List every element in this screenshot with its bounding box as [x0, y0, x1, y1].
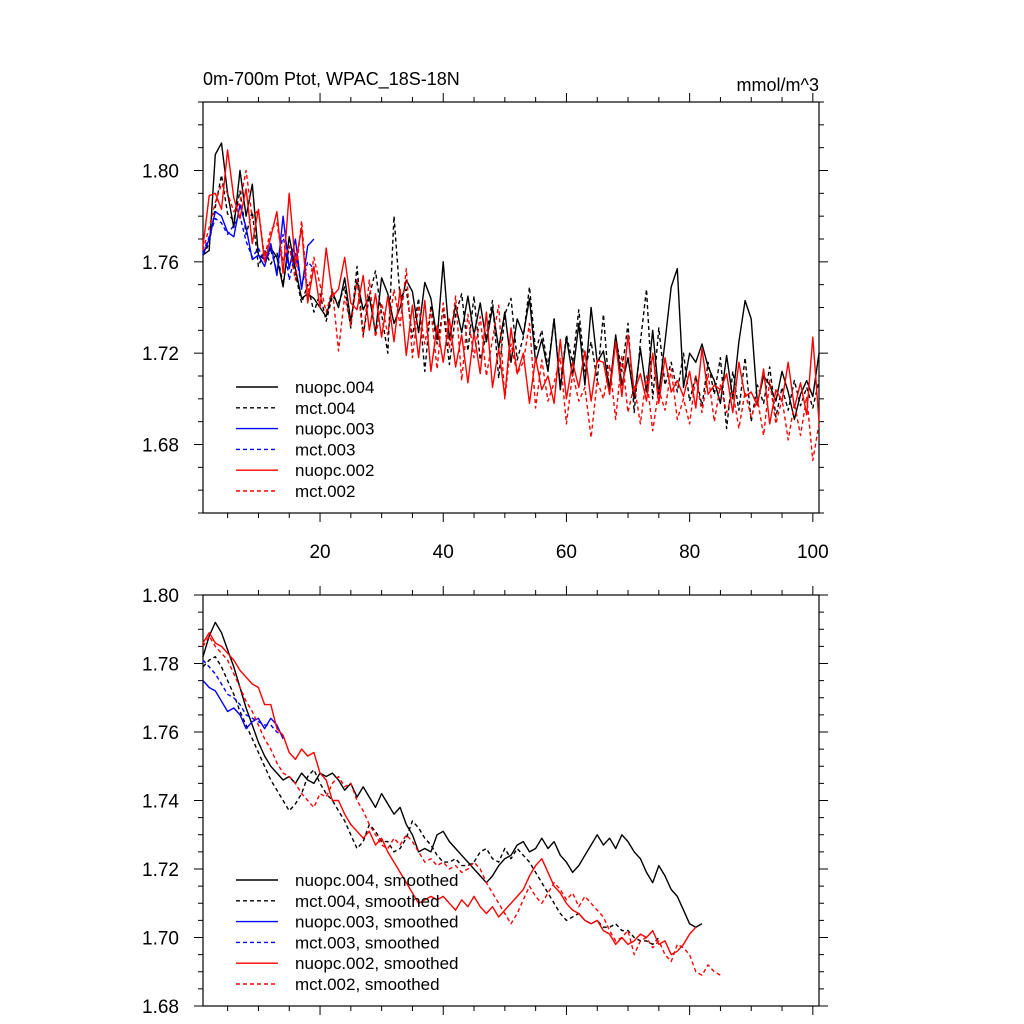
- bottom-y-tick-label: 1.74: [142, 792, 179, 813]
- bottom-panel: 1.68 1.70 1.72 1.74 1.76 1.78 1.80 nuopc.004, s…: [142, 586, 828, 1018]
- top-y-tick-label: 1.76: [142, 253, 179, 274]
- top-series-mct-004: [202, 174, 820, 430]
- top-legend-label-mct-002: mct.002: [295, 482, 355, 501]
- top-x-tick-label: 80: [679, 542, 700, 563]
- top-legend-label-nuopc-003: nuopc.003: [295, 420, 374, 439]
- top-y-tick-label: 1.72: [142, 344, 179, 365]
- bottom-y-tick-label: 1.70: [142, 929, 179, 950]
- bottom-series-nuopc-003-smoothed: [202, 680, 284, 740]
- top-x-tick-label: 40: [433, 542, 454, 563]
- units-label: mmol/m^3: [737, 75, 819, 95]
- bottom-legend-label-mct-004-smoothed: mct.004, smoothed: [295, 892, 440, 911]
- bottom-series-mct-003-smoothed: [202, 659, 284, 737]
- top-legend-label-mct-003: mct.003: [295, 440, 355, 459]
- top-panel: 20 40 60 80 100 1.68 1.72 1.76 1.80 nuopc.004 mct.…: [142, 93, 829, 563]
- top-x-tick-label: 20: [309, 542, 330, 563]
- bottom-legend-label-nuopc-004-smoothed: nuopc.004, smoothed: [295, 871, 459, 890]
- bottom-y-tick-label: 1.76: [142, 723, 179, 744]
- top-series-mct-002: [202, 169, 820, 462]
- bottom-y-tick-label: 1.80: [142, 586, 179, 607]
- bottom-legend-label-mct-003-smoothed: mct.003, smoothed: [295, 933, 440, 952]
- chart-title: 0m-700m Ptot, WPAC_18S-18N: [203, 69, 460, 90]
- top-y-tick-label: 1.80: [142, 162, 179, 183]
- top-series-nuopc-003: [202, 204, 315, 290]
- bottom-y-tick-label: 1.78: [142, 655, 179, 676]
- top-y-tick-label: 1.68: [142, 436, 179, 457]
- top-series-nuopc-004: [202, 142, 820, 421]
- top-legend-label-nuopc-002: nuopc.002: [295, 461, 374, 480]
- bottom-legend-label-mct-002-smoothed: mct.002, smoothed: [295, 975, 440, 994]
- bottom-legend-label-nuopc-003-smoothed: nuopc.003, smoothed: [295, 913, 459, 932]
- bottom-series-nuopc-002-smoothed: [202, 632, 697, 956]
- top-x-tick-label: 100: [797, 542, 829, 563]
- bottom-series-mct-002-smoothed: [202, 635, 721, 976]
- bottom-series-nuopc-004-smoothed: [202, 621, 703, 928]
- bottom-legend-label-nuopc-002-smoothed: nuopc.002, smoothed: [295, 954, 459, 973]
- top-x-tick-label: 60: [556, 542, 577, 563]
- top-series-mct-003: [202, 215, 315, 288]
- top-legend-label-mct-004: mct.004: [295, 399, 355, 418]
- bottom-y-tick-label: 1.68: [142, 997, 179, 1018]
- bottom-y-tick-label: 1.72: [142, 860, 179, 881]
- top-legend-label-nuopc-004: nuopc.004: [295, 378, 374, 397]
- top-series-nuopc-002: [202, 149, 820, 425]
